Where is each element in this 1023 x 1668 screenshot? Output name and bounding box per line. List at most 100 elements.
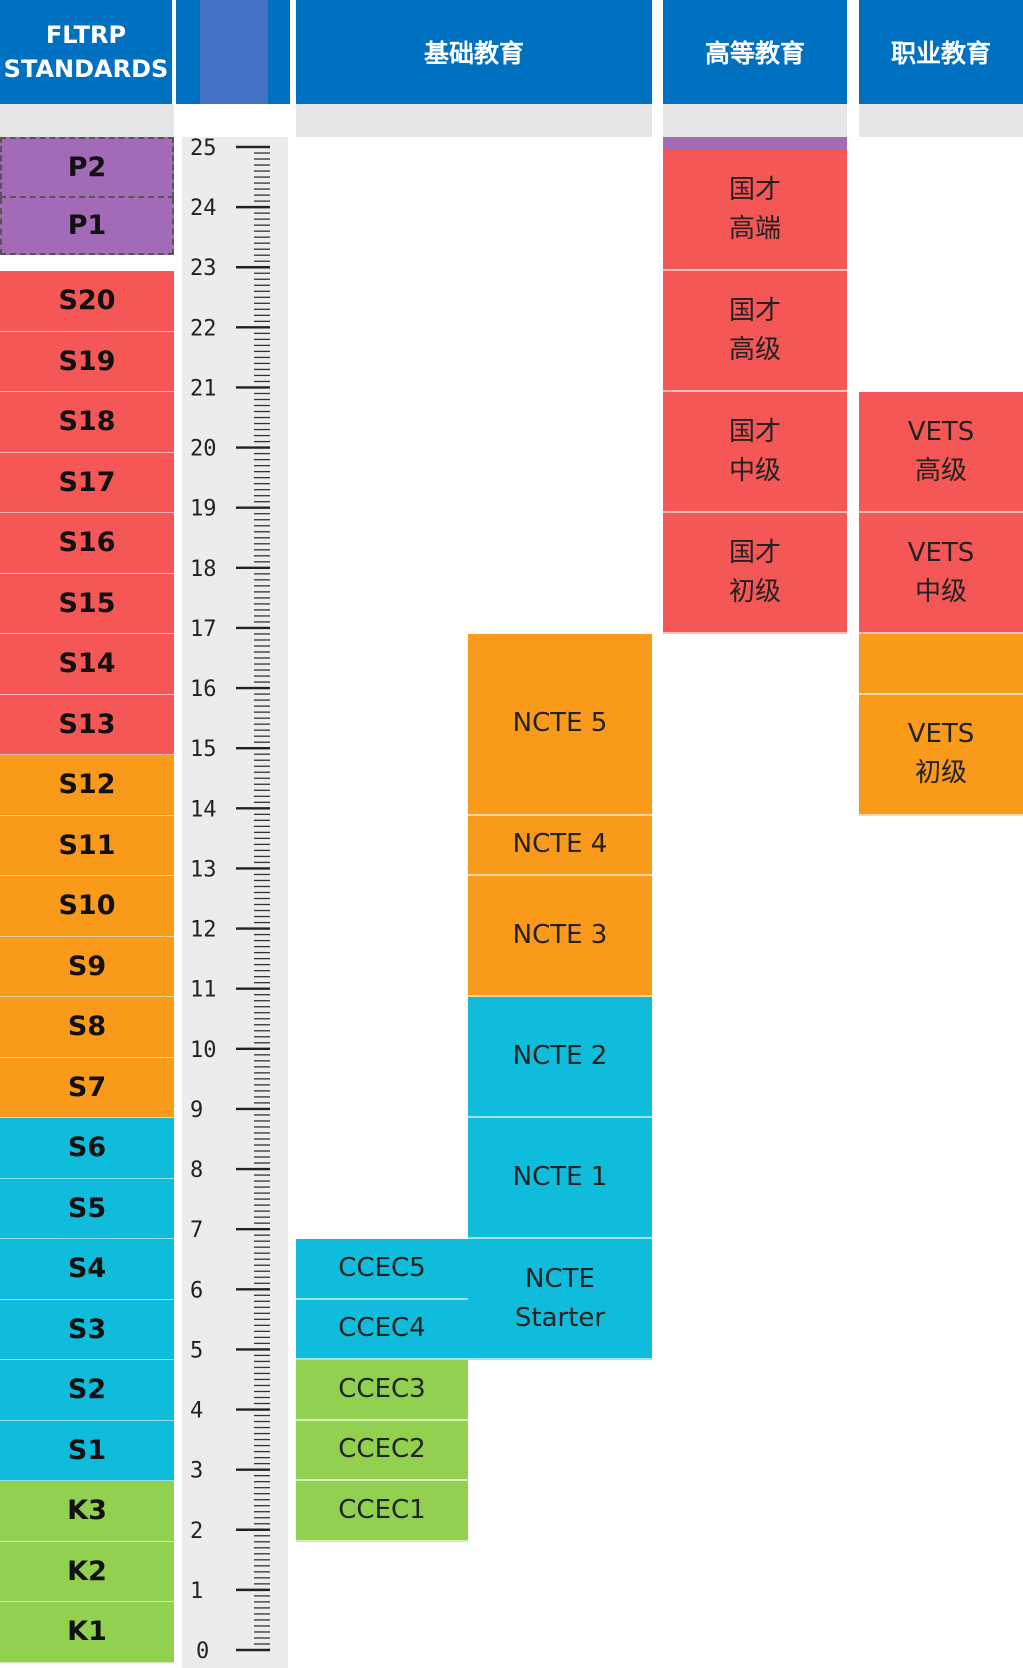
level-s9: S9 [0, 936, 174, 997]
vocational-cell-4: VETS 初级 [859, 694, 1023, 816]
higher-cell-label: 国才 中级 [728, 416, 781, 486]
header-higher-education: 高等教育 [663, 0, 847, 104]
ruler-tick-label: 10 [190, 1038, 217, 1063]
level-p1: P1 [0, 197, 174, 255]
ruler-tick-label: 19 [190, 497, 217, 522]
ruler-tick-label: 18 [190, 557, 217, 582]
vocational-cell-1: VETS 高级 [859, 392, 1023, 513]
level-s19: S19 [0, 331, 174, 392]
header-ruler-accent [200, 0, 268, 104]
ccec-cell-5: CCEC1 [296, 1481, 468, 1542]
level-s13: S13 [0, 694, 174, 755]
ccec-cell-2: CCEC4 [296, 1299, 468, 1360]
level-s10: S10 [0, 876, 174, 937]
ruler-tick-label: 2 [190, 1519, 203, 1544]
header-basic-education: 基础教育 [296, 0, 652, 104]
ruler-tick-label: 25 [190, 137, 217, 161]
ncte-cell-4: NCTE 2 [468, 997, 652, 1118]
ccec-cell-label: CCEC3 [338, 1373, 426, 1404]
level-s18: S18 [0, 392, 174, 453]
level-s1: S1 [0, 1420, 174, 1481]
ruler-svg: 0123456789101112131415161718192021222324… [190, 137, 270, 1664]
level-k2: K2 [0, 1541, 174, 1602]
ncte-cell-3: NCTE 3 [468, 876, 652, 997]
ruler-tick-label: 4 [190, 1399, 203, 1424]
gap-vocational [859, 104, 1023, 137]
gap-standards [0, 104, 174, 137]
ruler-tick-label: 24 [190, 196, 217, 221]
ruler-tick-label: 9 [190, 1098, 203, 1123]
higher-cell-2: 国才 高端 [663, 150, 847, 271]
level-s5: S5 [0, 1178, 174, 1239]
level-s20: S20 [0, 271, 174, 332]
higher-cell-3: 国才 高级 [663, 271, 847, 392]
level-s12: S12 [0, 755, 174, 816]
ccec-cell-4: CCEC2 [296, 1420, 468, 1481]
ruler-tick-label: 13 [190, 857, 217, 882]
level-s16: S16 [0, 513, 174, 574]
scale-ruler: 0 1 2 3 4 5 6 7 8 9 10 11 12 13 14 15 16 17 18 19 20 21 22 23 24… [182, 137, 288, 1668]
level-s14: S14 [0, 634, 174, 695]
level-s3: S3 [0, 1299, 174, 1360]
level-s6: S6 [0, 1118, 174, 1179]
ccec-cell-3: CCEC3 [296, 1360, 468, 1421]
level-s7: S7 [0, 1057, 174, 1118]
ncte-cell-5: NCTE 1 [468, 1118, 652, 1239]
ruler-tick-label: 1 [190, 1579, 203, 1604]
ruler-tick-label: 20 [190, 437, 217, 462]
level-s8: S8 [0, 997, 174, 1058]
higher-cell-4: 国才 中级 [663, 392, 847, 513]
ruler-tick-label: 12 [190, 918, 217, 943]
header-standards-label: FLTRP STANDARDS [3, 21, 169, 83]
ruler-tick-label: 21 [190, 376, 217, 401]
ruler-tick-label: 0 [196, 1639, 209, 1664]
header-vocational-label: 职业教育 [890, 39, 991, 68]
vocational-cell-2: VETS 中级 [859, 513, 1023, 634]
vocational-cell-label: VETS 初级 [907, 719, 975, 788]
level-k3: K3 [0, 1481, 174, 1542]
level-p2: P2 [0, 137, 174, 198]
ccec-cell-label: CCEC2 [338, 1434, 426, 1465]
level-s4: S4 [0, 1239, 174, 1300]
ncte-cell-1: NCTE 5 [468, 634, 652, 816]
level-s17: S17 [0, 452, 174, 513]
ccec-cell-label: CCEC1 [338, 1494, 426, 1525]
higher-cell-5: 国才 初级 [663, 513, 847, 634]
ncte-cell-label: NCTE 5 [512, 708, 608, 739]
higher-cell-label: 国才 高级 [728, 295, 781, 365]
header-ruler [176, 0, 290, 104]
header-vocational-education: 职业教育 [859, 0, 1023, 104]
ruler-tick-label: 14 [190, 797, 217, 822]
gap-higher [663, 104, 847, 137]
ncte-cell-label: NCTE Starter [514, 1263, 606, 1333]
level-s11: S11 [0, 815, 174, 876]
ruler-tick-label: 6 [190, 1278, 203, 1303]
level-k1: K1 [0, 1602, 174, 1663]
ruler-tick-label: 11 [190, 978, 217, 1003]
ccec-cell-1: CCEC5 [296, 1239, 468, 1300]
ruler-tick-label: 8 [190, 1158, 203, 1183]
level-s15: S15 [0, 573, 174, 634]
ncte-cell-label: NCTE 4 [512, 829, 608, 860]
gap-basic [296, 104, 652, 137]
ruler-tick-label: 7 [190, 1218, 203, 1243]
ncte-cell-6: NCTE Starter [468, 1239, 652, 1360]
ncte-cell-label: NCTE 3 [512, 920, 608, 950]
ruler-tick-label: 15 [190, 737, 217, 762]
ruler-tick-label: 16 [190, 677, 217, 702]
vocational-cell-label: VETS 高级 [907, 416, 975, 486]
ruler-tick-label: 17 [190, 617, 217, 642]
ruler-tick-label: 3 [190, 1459, 203, 1484]
vocational-cell-3 [859, 634, 1023, 695]
ruler-tick-label: 5 [190, 1338, 203, 1363]
header-higher-label: 高等教育 [704, 39, 805, 68]
ccec-cell-label: CCEC5 [338, 1252, 426, 1283]
level-s2: S2 [0, 1360, 174, 1421]
header-standards: FLTRP STANDARDS [0, 0, 172, 104]
vocational-cell-label: VETS 中级 [907, 537, 975, 607]
ncte-cell-label: NCTE 1 [512, 1162, 608, 1192]
ncte-cell-2: NCTE 4 [468, 815, 652, 876]
higher-cell-label: 国才 高端 [728, 174, 781, 244]
ruler-tick-label: 23 [190, 256, 217, 281]
ccec-cell-label: CCEC4 [338, 1313, 426, 1344]
